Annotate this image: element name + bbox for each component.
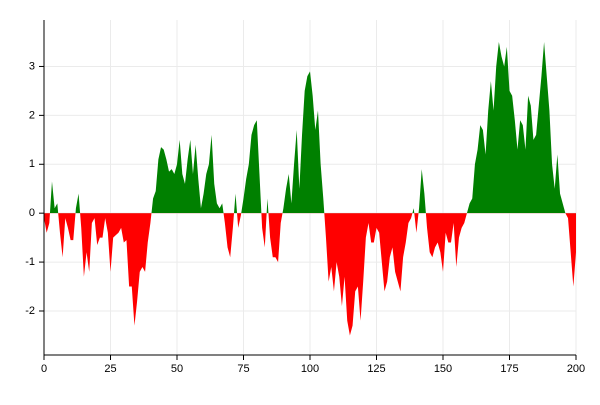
x-tick-label: 100 <box>301 363 319 375</box>
x-tick-label: 175 <box>500 363 518 375</box>
y-tick-label: -2 <box>25 305 35 317</box>
x-tick-label: 75 <box>237 363 249 375</box>
y-tick-label: -1 <box>25 256 35 268</box>
y-tick-label: 1 <box>29 158 35 170</box>
x-tick-label: 150 <box>434 363 452 375</box>
area-positive <box>44 42 576 214</box>
x-tick-label: 125 <box>367 363 385 375</box>
x-tick-label: 0 <box>41 363 47 375</box>
x-tick-label: 50 <box>171 363 183 375</box>
y-tick-label: 0 <box>29 207 35 219</box>
y-tick-label: 2 <box>29 109 35 121</box>
y-tick-label: 3 <box>29 60 35 72</box>
x-tick-label: 200 <box>567 363 585 375</box>
area-negative <box>44 213 576 336</box>
x-tick-label: 25 <box>104 363 116 375</box>
